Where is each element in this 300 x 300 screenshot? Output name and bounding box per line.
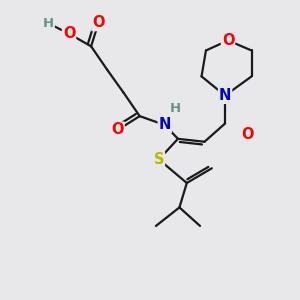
- Text: O: O: [63, 26, 75, 41]
- Text: S: S: [154, 152, 164, 167]
- Text: O: O: [92, 15, 105, 30]
- Text: O: O: [111, 122, 124, 137]
- Text: O: O: [222, 33, 234, 48]
- Text: N: N: [158, 118, 171, 133]
- Text: H: H: [43, 17, 54, 30]
- Text: H: H: [169, 102, 181, 115]
- Text: O: O: [241, 127, 253, 142]
- Text: N: N: [219, 88, 231, 103]
